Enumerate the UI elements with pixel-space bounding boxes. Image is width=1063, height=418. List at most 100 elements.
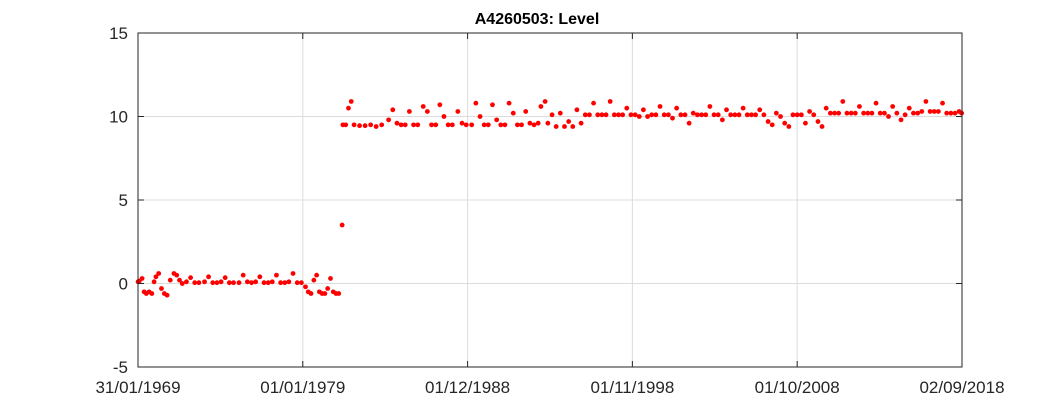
data-point [226, 280, 232, 286]
data-point [765, 119, 771, 124]
data-point [282, 280, 288, 286]
data-point [174, 272, 180, 278]
data-point [222, 275, 228, 281]
data-point [628, 112, 634, 118]
data-point [744, 112, 750, 118]
data-point [782, 120, 788, 126]
data-point [202, 279, 207, 285]
data-point [819, 124, 825, 129]
y-tick-label: 15 [109, 24, 128, 43]
data-point [240, 272, 246, 278]
data-point [411, 122, 416, 128]
data-point [506, 100, 512, 106]
data-point [682, 112, 688, 118]
data-point [624, 105, 630, 111]
data-point [196, 280, 202, 286]
data-point [882, 110, 887, 116]
data-point [441, 114, 447, 119]
data-point [761, 112, 767, 118]
data-point [587, 112, 592, 118]
data-point [724, 107, 729, 113]
data-point [653, 112, 659, 118]
data-point [424, 109, 430, 114]
data-point [773, 110, 779, 116]
data-point [433, 122, 439, 128]
data-point [322, 291, 328, 296]
data-point [527, 120, 533, 126]
data-point [149, 291, 155, 296]
data-point [582, 112, 588, 118]
y-tick-label: 10 [109, 108, 128, 127]
data-point [599, 112, 605, 118]
data-point [666, 112, 671, 118]
data-point [373, 124, 379, 129]
data-point [339, 222, 345, 228]
data-point [798, 112, 804, 118]
data-point [531, 122, 537, 128]
data-point [607, 99, 613, 104]
data-point [274, 272, 279, 278]
data-point [151, 279, 157, 285]
data-point [657, 104, 663, 109]
data-point [206, 274, 211, 280]
data-point [570, 124, 576, 129]
data-point [156, 271, 162, 276]
data-point [728, 112, 734, 118]
data-point [690, 110, 696, 116]
data-point [328, 276, 333, 281]
data-point [265, 280, 271, 286]
data-point [927, 109, 933, 114]
data-point [538, 104, 544, 109]
data-point [636, 114, 642, 119]
data-point [732, 112, 738, 118]
data-point [343, 122, 349, 128]
data-point [848, 110, 854, 116]
data-point [455, 109, 461, 114]
data-point [699, 112, 705, 118]
x-tick-label: 01/11/1998 [590, 378, 674, 397]
data-point [459, 120, 465, 126]
data-point [719, 117, 725, 123]
data-point [861, 110, 867, 116]
data-point [485, 122, 491, 128]
data-point [437, 102, 443, 108]
data-point [303, 284, 308, 290]
data-point [244, 279, 250, 285]
data-point [535, 120, 541, 126]
data-point [139, 276, 145, 281]
data-point [210, 280, 216, 286]
data-point [362, 123, 368, 129]
data-point [346, 105, 351, 111]
data-point [394, 120, 400, 126]
data-point [923, 99, 929, 104]
data-point [308, 291, 314, 296]
data-point [902, 112, 908, 118]
data-point [944, 110, 950, 116]
data-point [931, 109, 937, 114]
y-tick-label: -5 [113, 358, 128, 377]
data-point [294, 280, 300, 286]
data-point [753, 112, 758, 118]
data-point [840, 99, 846, 104]
data-point [523, 109, 529, 114]
data-point [519, 122, 524, 128]
data-point [591, 100, 596, 106]
x-tick-label: 02/09/2018 [919, 378, 1004, 397]
x-tick-label: 31/01/1969 [95, 378, 180, 397]
data-point [269, 279, 275, 285]
data-point [286, 279, 292, 285]
data-point [429, 122, 434, 128]
data-point [290, 271, 296, 276]
x-axis-ticks: 31/01/1969 01/01/1979 01/12/1988 01/11/1998… [95, 33, 1005, 397]
data-point [711, 112, 717, 118]
data-point [736, 112, 742, 118]
x-tick-label: 01/10/2008 [755, 378, 840, 397]
data-point [836, 110, 842, 116]
data-point [919, 109, 925, 114]
data-point [336, 291, 342, 296]
data-point [877, 110, 883, 116]
data-point [906, 105, 912, 111]
data-point [177, 277, 182, 283]
data-point [707, 104, 713, 109]
